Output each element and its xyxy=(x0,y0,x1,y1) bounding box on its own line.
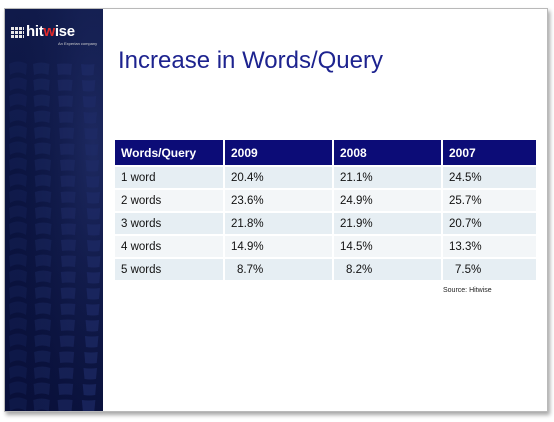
cell-2008: 24.9% xyxy=(333,188,443,212)
slide: hitwise An Experian company Increase in … xyxy=(4,8,548,412)
cell-2009: 8.7% xyxy=(224,257,334,280)
logo-tagline: An Experian company xyxy=(58,41,98,46)
logo-grid-icon xyxy=(11,27,24,38)
cell-2008: 14.5% xyxy=(333,234,443,258)
header-2007: 2007 xyxy=(442,140,536,166)
row-label: 1 word xyxy=(115,165,225,189)
sidebar-panel: hitwise An Experian company xyxy=(5,9,103,411)
cell-2008: 21.9% xyxy=(333,211,443,235)
row-label: 4 words xyxy=(115,234,225,258)
cell-2007: 25.7% xyxy=(442,188,536,212)
cell-2008: 8.2% xyxy=(333,257,443,280)
words-per-query-table: Words/Query 2009 2008 2007 1 word 20.4% … xyxy=(115,140,536,280)
slide-title: Increase in Words/Query xyxy=(118,47,383,74)
table-row: 2 words 23.6% 24.9% 25.7% xyxy=(115,188,536,212)
table-row: 1 word 20.4% 21.1% 24.5% xyxy=(115,165,536,189)
cell-2009: 14.9% xyxy=(224,234,334,258)
table-row: 5 words 8.7% 8.2% 7.5% xyxy=(115,257,536,280)
source-note: Source: Hitwise xyxy=(443,287,492,294)
header-2009: 2009 xyxy=(224,140,334,166)
cell-2009: 21.8% xyxy=(224,211,334,235)
row-label: 2 words xyxy=(115,188,225,212)
table-row: 4 words 14.9% 14.5% 13.3% xyxy=(115,234,536,258)
cell-2008: 21.1% xyxy=(333,165,443,189)
header-words-per-query: Words/Query xyxy=(115,140,225,166)
logo-wordmark: hitwise xyxy=(26,23,75,40)
cell-2007: 7.5% xyxy=(442,257,536,280)
table-header-row: Words/Query 2009 2008 2007 xyxy=(115,140,536,166)
cell-2007: 20.7% xyxy=(442,211,536,235)
row-label: 5 words xyxy=(115,257,225,280)
header-2008: 2008 xyxy=(333,140,443,166)
cell-2007: 24.5% xyxy=(442,165,536,189)
table-row: 3 words 21.8% 21.9% 20.7% xyxy=(115,211,536,235)
cell-2009: 23.6% xyxy=(224,188,334,212)
cell-2009: 20.4% xyxy=(224,165,334,189)
cell-2007: 13.3% xyxy=(442,234,536,258)
sidebar-globe-pattern xyxy=(5,9,103,411)
hitwise-logo: hitwise An Experian company xyxy=(11,23,101,53)
row-label: 3 words xyxy=(115,211,225,235)
